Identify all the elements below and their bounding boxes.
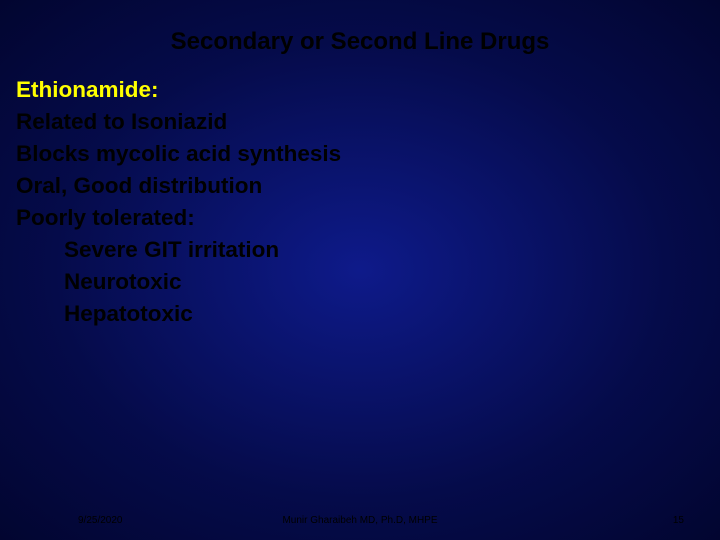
body-line: Poorly tolerated:: [16, 202, 704, 234]
footer-date: 9/25/2020: [78, 515, 123, 526]
footer-page-number: 15: [673, 515, 684, 526]
slide-content: Ethionamide: Related to Isoniazid Blocks…: [0, 74, 720, 330]
body-line-indent: Neurotoxic: [16, 266, 704, 298]
drug-name: Ethionamide:: [16, 74, 704, 106]
slide-title: Secondary or Second Line Drugs: [0, 0, 720, 74]
body-line: Oral, Good distribution: [16, 170, 704, 202]
body-line-indent: Hepatotoxic: [16, 298, 704, 330]
body-line: Related to Isoniazid: [16, 106, 704, 138]
slide-footer: 9/25/2020 Munir Gharaibeh MD, Ph.D, MHPE…: [0, 515, 720, 526]
body-line: Blocks mycolic acid synthesis: [16, 138, 704, 170]
body-line-indent: Severe GIT irritation: [16, 234, 704, 266]
